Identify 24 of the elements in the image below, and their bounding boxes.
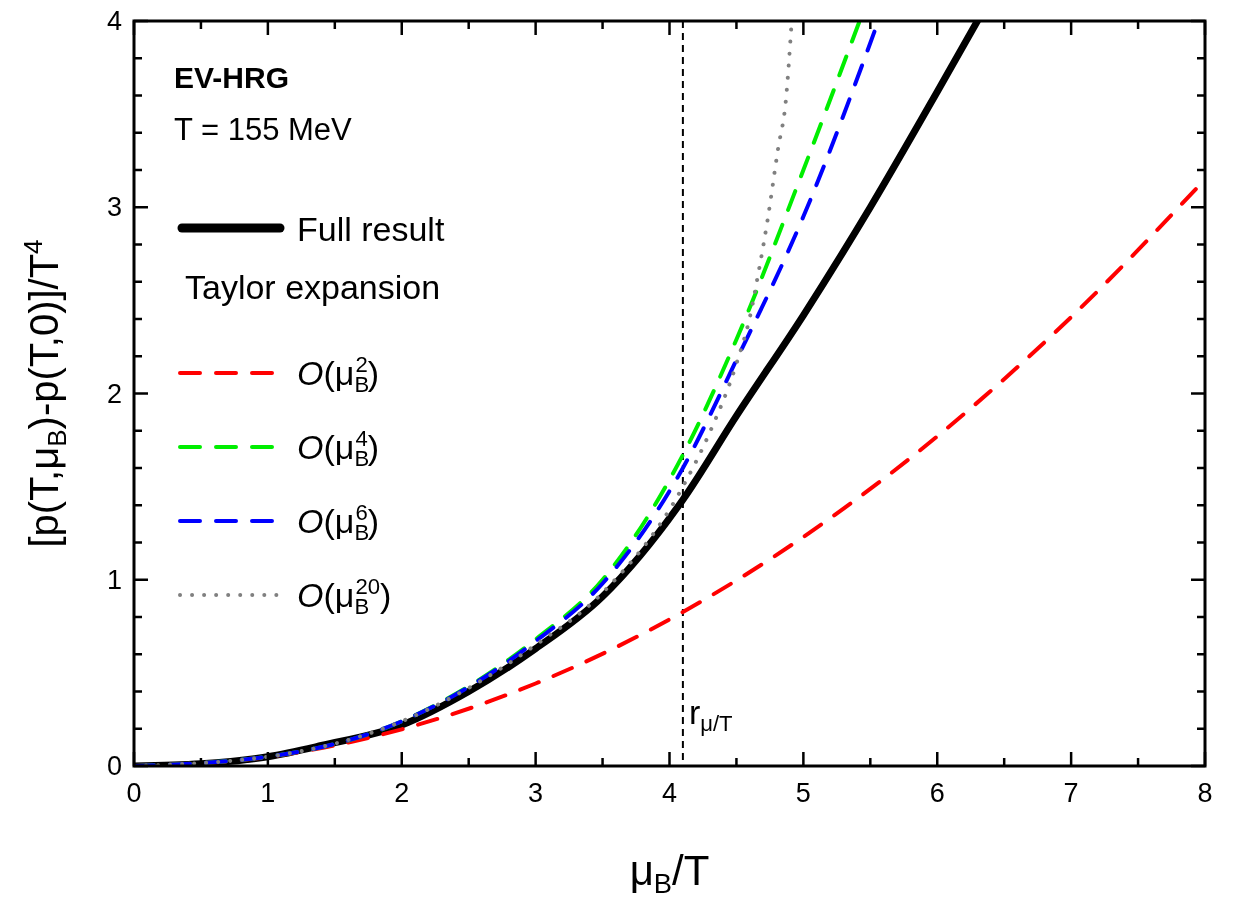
x-tick-label: 0 [126,778,142,808]
ref-line-label: r$_{μ/T}$ [688,693,733,736]
x-tick-label: 3 [528,778,544,808]
legend-label: O(μ$_{B}$$^{20}$) [297,573,392,619]
legend-label: O(μ$_{B}$$^{4}$) [297,425,380,471]
x-axis-title: μ$_{B}$/T [629,847,710,900]
legend-title: Taylor expansion [185,268,441,306]
x-tick-label: 4 [661,778,678,808]
y-tick-label: 0 [106,751,122,781]
x-tick-label: 6 [929,778,945,808]
x-tick-label: 2 [394,778,410,808]
legend-label: Full result [297,210,445,248]
legend-label: O(μ$_{B}$$^{2}$) [297,351,380,397]
y-tick-label: 3 [106,192,122,223]
y-tick-label: 1 [106,564,122,595]
y-tick-label: 4 [106,6,122,36]
legend-label: O(μ$_{B}$$^{6}$) [297,499,380,545]
x-tick-label: 7 [1063,778,1079,808]
x-tick-label: 8 [1197,778,1213,808]
annotation: EV-HRG [174,61,290,94]
x-tick-label: 1 [260,778,276,808]
x-tick-label: 5 [795,778,811,808]
annotation: T = 155 MeV [174,112,353,147]
y-tick-label: 2 [106,378,122,409]
